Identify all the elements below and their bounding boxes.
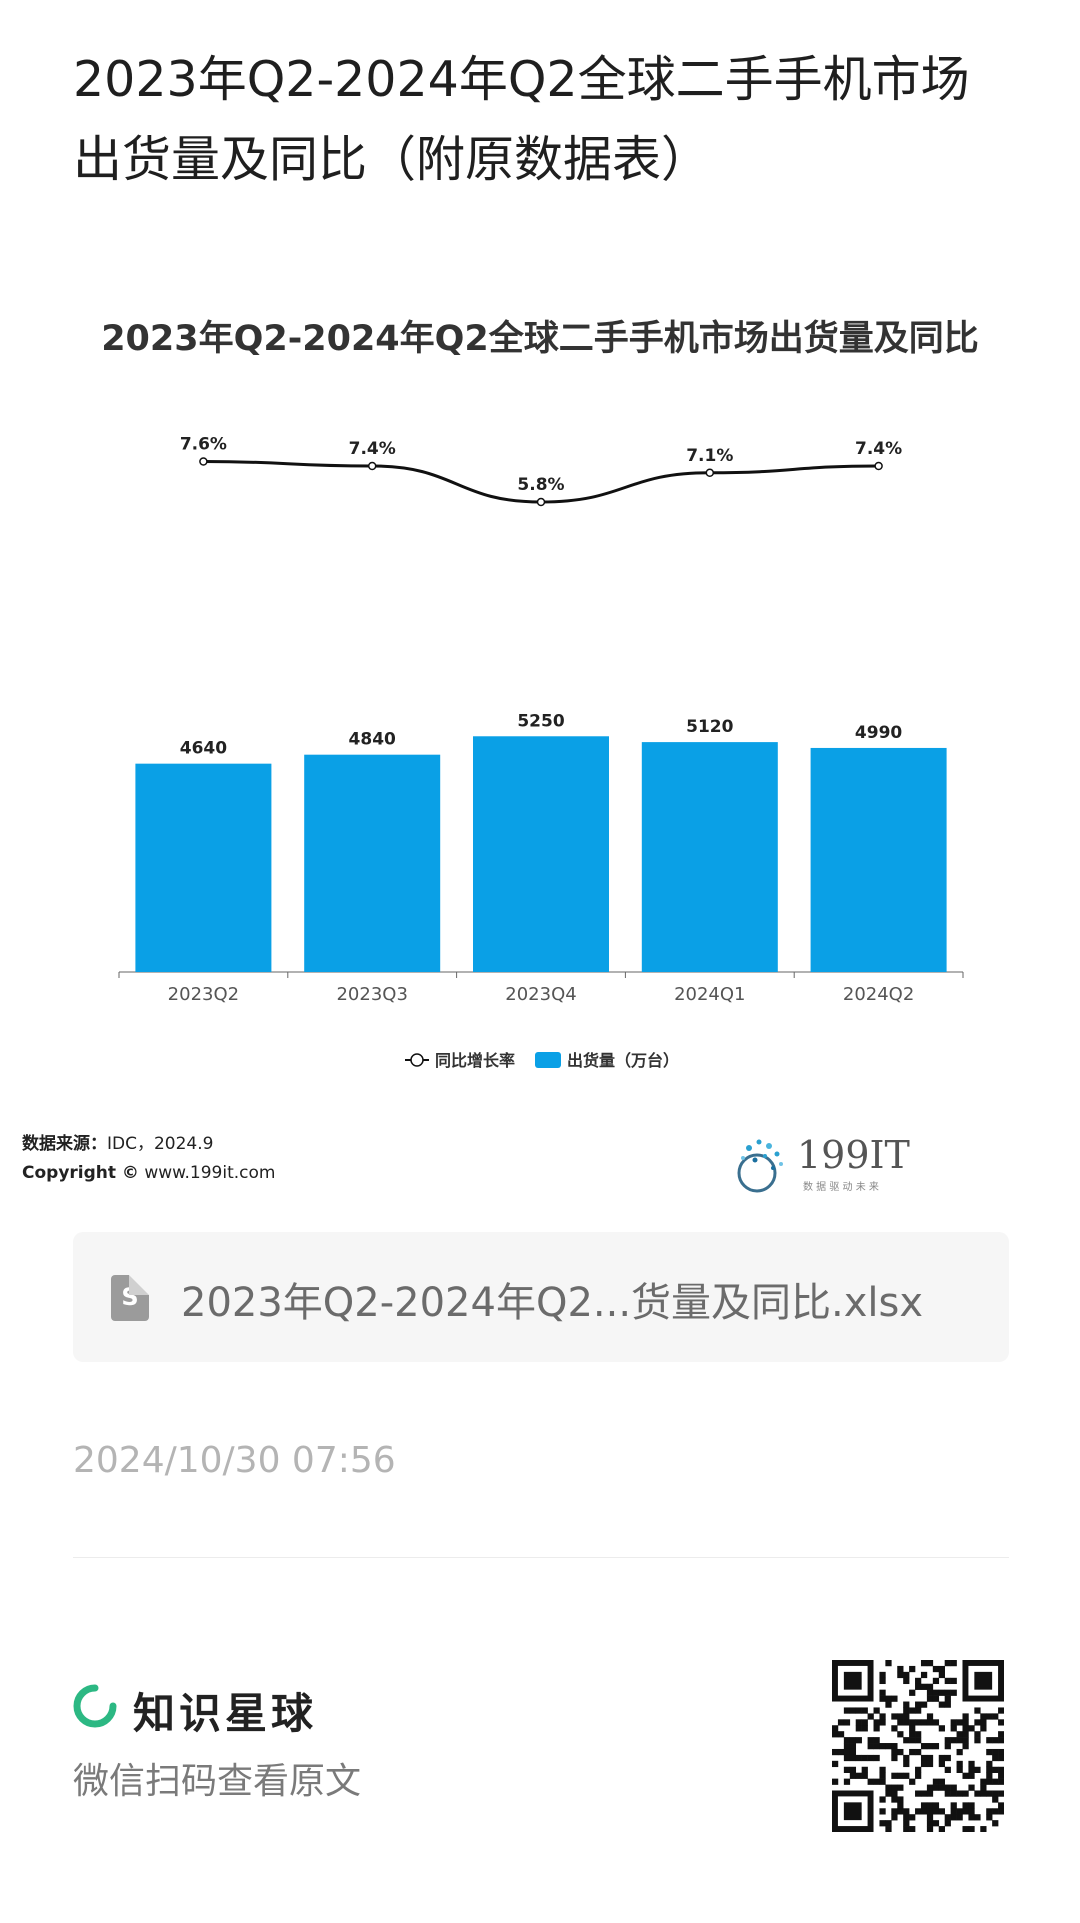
rate-point — [536, 497, 546, 507]
zsxq-logo-icon — [73, 1684, 117, 1728]
legend-label-shipments: 出货量（万台） — [567, 1051, 679, 1070]
legend-label-rate: 同比增长率 — [435, 1051, 515, 1070]
copyright-value: www.199it.com — [144, 1163, 276, 1183]
copyright-label: Copyright © — [22, 1163, 139, 1183]
rate-point — [705, 468, 715, 477]
logo-dots-icon — [737, 1139, 783, 1193]
bar — [810, 747, 947, 972]
legend-bar-swatch — [535, 1052, 561, 1068]
x-tick-label: 2023Q3 — [336, 984, 407, 1005]
x-tick-label: 2024Q1 — [674, 984, 745, 1005]
divider — [73, 1557, 1009, 1558]
chart: 4640 2023Q2 4840 2023Q3 5250 2023Q4 5120 2024Q1… — [118, 435, 964, 1070]
file-name: 2023年Q2-2024年Q2...货量及同比.xlsx — [181, 1280, 924, 1326]
post-timestamp: 2024/10/30 07:56 — [73, 1440, 396, 1481]
rate-value-label: 7.4% — [855, 439, 902, 459]
rate-value-label: 7.1% — [686, 446, 733, 466]
bar — [135, 763, 272, 972]
scan-instruction: 微信扫码查看原文 — [73, 1761, 362, 1802]
rate-point — [367, 461, 377, 471]
brand-name: 知识星球 — [133, 1689, 318, 1738]
x-tick-label: 2023Q4 — [505, 984, 576, 1005]
bar — [473, 736, 609, 972]
page-title: 2023年Q2-2024年Q2全球二手手机市场出货量及同比（附原数据表） — [73, 51, 970, 188]
qr-code[interactable] — [832, 1660, 1004, 1832]
x-tick-label: 2023Q2 — [168, 984, 239, 1005]
bar — [304, 754, 441, 972]
logo-tagline: 数 据 驱 动 未 来 — [803, 1180, 879, 1193]
rate-value-label: 7.6% — [180, 435, 227, 455]
bar-value-label: 4990 — [855, 723, 902, 743]
attachment-file[interactable]: S 2023年Q2-2024年Q2...货量及同比.xlsx — [73, 1232, 1009, 1362]
bar-value-label: 5120 — [686, 717, 733, 737]
rate-value-label: 5.8% — [517, 475, 564, 495]
source-value: IDC，2024.9 — [107, 1134, 214, 1154]
199it-logo: 199IT 数 据 驱 动 未 来 — [737, 1133, 910, 1193]
bar-value-label: 4640 — [180, 739, 227, 759]
source-note: 数据来源：IDC，2024.9 Copyright © www.199it.co… — [22, 1130, 275, 1188]
rate-value-label: 7.4% — [349, 439, 396, 459]
rate-point — [874, 461, 883, 471]
chart-card: 2023年Q2-2024年Q2全球二手手机市场出货量及同比 4640 2023Q2… — [73, 290, 1007, 1210]
logo-text: 199IT — [797, 1133, 910, 1177]
source-label: 数据来源： — [22, 1134, 107, 1154]
rate-point — [199, 457, 208, 466]
legend-line-marker — [410, 1053, 424, 1067]
spreadsheet-file-icon: S — [111, 1275, 149, 1321]
x-tick-label: 2024Q2 — [843, 984, 914, 1005]
bar — [641, 742, 778, 972]
chart-title: 2023年Q2-2024年Q2全球二手手机市场出货量及同比 — [101, 319, 979, 359]
bar-value-label: 4840 — [349, 730, 396, 750]
bar-value-label: 5250 — [517, 711, 564, 731]
